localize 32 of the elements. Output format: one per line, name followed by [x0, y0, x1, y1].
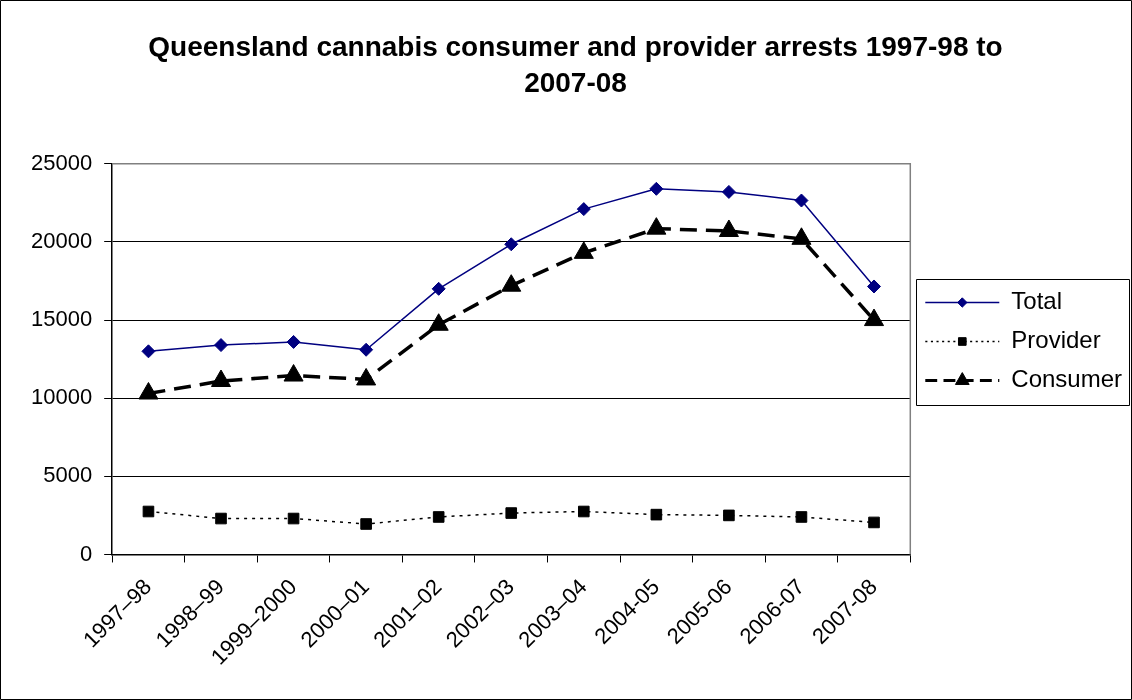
point	[794, 193, 809, 208]
y-tick-label: 0	[79, 540, 93, 566]
point	[287, 512, 300, 525]
legend-label: Total	[1011, 287, 1062, 315]
point	[723, 509, 735, 522]
point	[142, 505, 155, 518]
point	[795, 511, 808, 523]
y-tick-label: 15000	[30, 306, 93, 332]
point	[286, 334, 301, 349]
point	[577, 505, 590, 518]
point	[721, 184, 736, 199]
point	[650, 508, 663, 521]
point	[432, 511, 445, 523]
y-tick-label: 20000	[30, 228, 93, 253]
point	[504, 237, 519, 252]
point	[649, 181, 664, 196]
point	[214, 338, 229, 353]
point	[359, 342, 374, 357]
point	[141, 344, 156, 359]
point	[505, 507, 518, 519]
point	[215, 512, 227, 525]
y-tick-label: 5000	[43, 462, 93, 488]
chart-title: Queensland cannabis consumer and provider arrests 1997-98 to 2007-08	[148, 30, 1003, 99]
point	[868, 516, 880, 529]
y-tick-label: 10000	[30, 384, 93, 410]
legend-label: Provider	[1011, 326, 1101, 354]
point	[867, 279, 882, 294]
point	[360, 518, 372, 530]
point	[576, 202, 591, 217]
point	[431, 281, 446, 296]
legend-label: Consumer	[1011, 365, 1123, 393]
y-tick-label: 25000	[30, 149, 93, 175]
